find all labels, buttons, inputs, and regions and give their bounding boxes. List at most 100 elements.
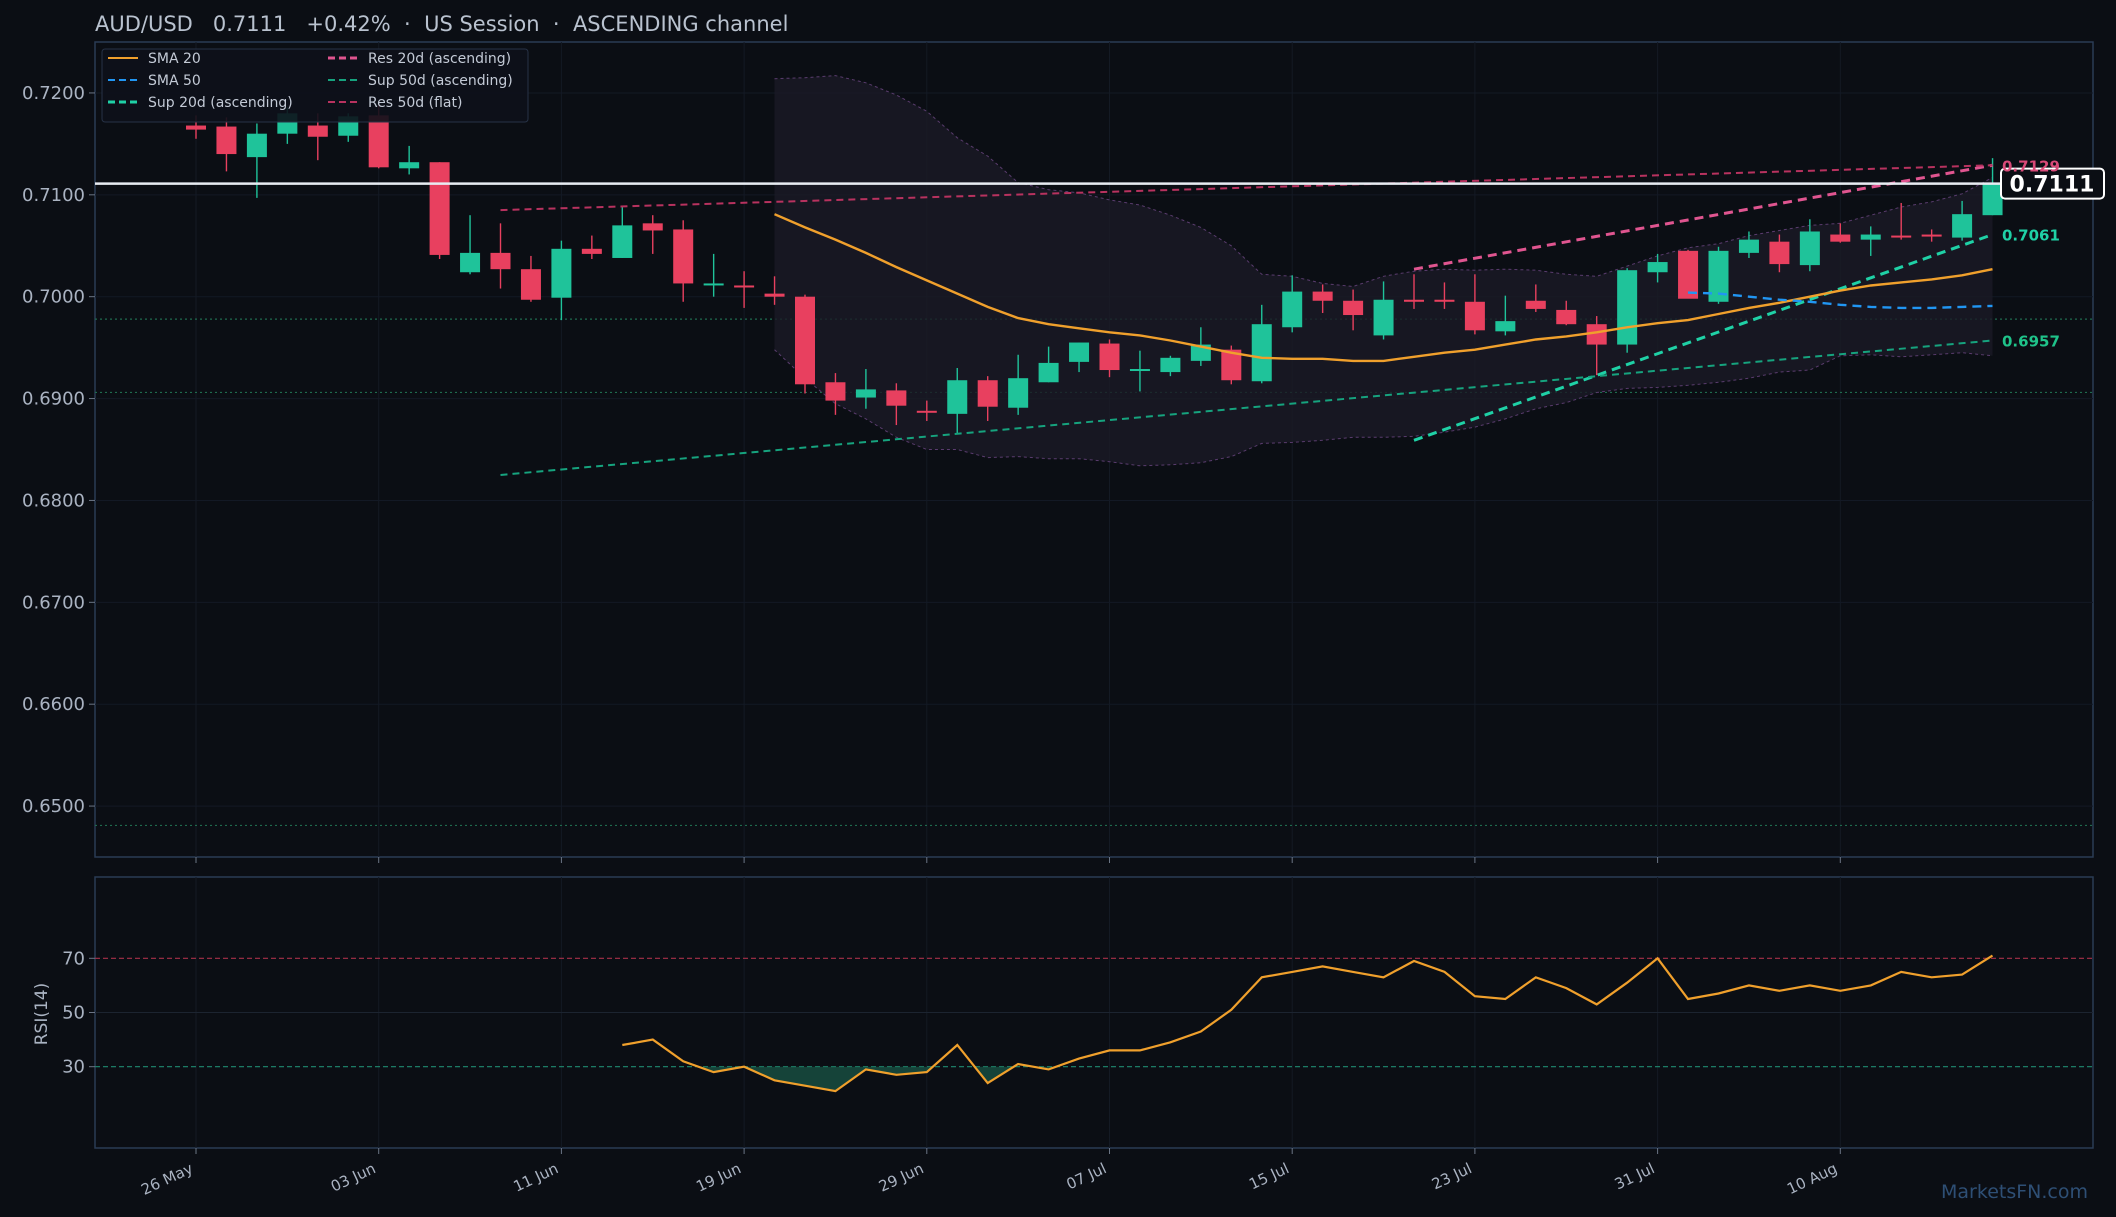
candle-down	[886, 390, 907, 406]
candle-up	[947, 380, 968, 414]
candle-down	[581, 248, 602, 254]
candle-down	[1312, 291, 1333, 301]
candle-up	[703, 283, 724, 286]
x-tick-label: 23 Jul	[1429, 1159, 1475, 1193]
rsi-y-tick-label: 70	[62, 948, 85, 969]
legend: SMA 20 Res 20d (ascending) SMA 50 Sup 50d (…	[101, 48, 529, 123]
candle-up	[1860, 234, 1881, 240]
x-tick-label: 11 Jun	[511, 1159, 561, 1195]
candle-down	[1099, 343, 1120, 371]
candle-up	[1982, 183, 2003, 216]
candle-down	[1769, 241, 1790, 265]
legend-label: Sup 50d (ascending)	[368, 73, 513, 89]
legend-label: Res 50d (flat)	[368, 95, 462, 111]
candle-up	[1799, 231, 1820, 266]
candle-down	[1678, 250, 1699, 299]
candle-down	[1830, 234, 1851, 242]
candle-up	[1952, 214, 1973, 238]
candle-up	[1129, 369, 1150, 372]
trendline-sup20	[1413, 233, 1994, 442]
watermark: MarketsFN.com	[1941, 1181, 2088, 1203]
level-label: 0.7129	[2002, 157, 2060, 175]
trendline-res50	[500, 164, 1993, 212]
candle-down	[216, 126, 237, 155]
candle-down	[1464, 301, 1485, 331]
candle-up	[551, 248, 572, 298]
x-tick-label: 15 Jul	[1246, 1159, 1292, 1193]
candle-down	[977, 380, 998, 407]
candle-down	[673, 229, 694, 284]
candle-down	[1343, 300, 1364, 316]
x-tick-label: 10 Aug	[1784, 1159, 1840, 1198]
legend-label: SMA 50	[148, 73, 201, 89]
candle-up	[1160, 357, 1181, 373]
candle-down	[1586, 324, 1607, 345]
trendline-sup50	[500, 339, 1993, 476]
level-label: 0.6957	[2002, 332, 2060, 350]
candle-down	[490, 252, 511, 270]
candle-down	[520, 269, 541, 300]
band-upper	[774, 75, 1993, 288]
candle-up	[1038, 362, 1059, 383]
candle-down	[429, 162, 450, 255]
y-tick-label: 0.6800	[22, 490, 85, 511]
candle-down	[734, 285, 755, 288]
y-tick-label: 0.6600	[22, 694, 85, 715]
candle-down	[1891, 235, 1912, 238]
y-tick-label: 0.7100	[22, 185, 85, 206]
candle-down	[764, 293, 785, 297]
candle-down	[1556, 309, 1577, 325]
y-tick-label: 0.7000	[22, 287, 85, 308]
candle-up	[399, 162, 420, 169]
candle-down	[1921, 234, 1942, 237]
y-tick-label: 0.7200	[22, 83, 85, 104]
rsi-axis-label: RSI(14)	[32, 983, 52, 1046]
candle-down	[795, 296, 815, 385]
rsi-y-tick-label: 30	[62, 1057, 85, 1078]
candle-down	[186, 125, 206, 130]
candle-down	[642, 223, 663, 231]
chart-title: AUD/USD 0.7111 +0.42% · US Session · ASC…	[95, 12, 789, 36]
candle-down	[825, 382, 846, 401]
sma20-line	[774, 213, 1993, 363]
candle-up	[246, 133, 267, 158]
level-label: 0.7061	[2002, 227, 2060, 245]
trendline-res20	[1413, 163, 1993, 271]
candle-down	[368, 115, 389, 168]
last-price-label: 0.7111	[2010, 173, 2095, 198]
candle-up	[1647, 262, 1668, 273]
candle-up	[855, 389, 876, 398]
x-tick-label: 29 Jun	[876, 1159, 926, 1195]
candle-up	[1617, 270, 1638, 345]
candle-up	[1495, 321, 1516, 332]
legend-label: Sup 20d (ascending)	[148, 95, 293, 111]
candle-up	[1251, 324, 1272, 382]
candle-up	[1008, 378, 1029, 408]
y-tick-label: 0.6900	[22, 389, 85, 410]
candle-down	[916, 410, 937, 413]
legend-label: Res 20d (ascending)	[368, 51, 511, 67]
band-lower	[774, 349, 1993, 467]
x-tick-label: 07 Jul	[1064, 1159, 1110, 1193]
x-tick-label: 26 May	[138, 1159, 195, 1199]
legend-box	[101, 48, 529, 123]
legend-label: SMA 20	[148, 51, 201, 67]
candle-up	[1069, 342, 1090, 362]
sma50-line	[1687, 291, 1993, 310]
y-tick-label: 0.6500	[22, 796, 85, 817]
candle-down	[1221, 349, 1242, 381]
candle-up	[1738, 239, 1759, 253]
x-tick-label: 03 Jun	[328, 1159, 378, 1195]
candle-down	[307, 125, 328, 137]
rsi-y-tick-label: 50	[62, 1003, 85, 1024]
candle-down	[1404, 299, 1424, 302]
candle-up	[1373, 299, 1394, 336]
x-tick-label: 31 Jul	[1612, 1159, 1658, 1193]
candle-up	[612, 225, 633, 258]
candle-up	[1282, 291, 1303, 328]
candle-down	[1525, 300, 1546, 309]
last-price-tag	[2000, 167, 2105, 200]
candle-up	[1708, 250, 1729, 302]
rsi-line	[622, 954, 1994, 1093]
